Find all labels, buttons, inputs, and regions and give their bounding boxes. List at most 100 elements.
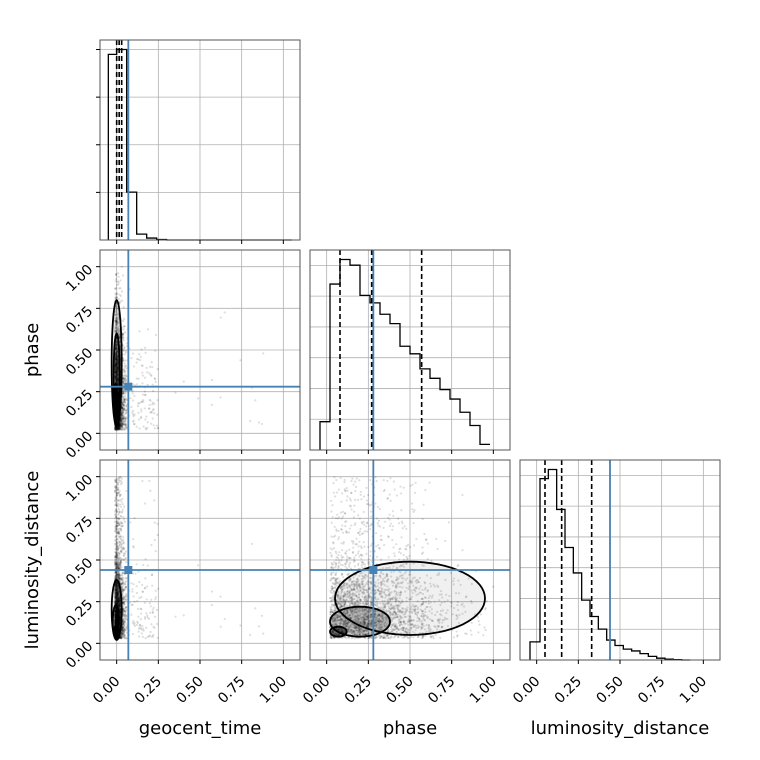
panel-phase-vs-geocent_time-point-231	[122, 417, 125, 420]
panel-phase-vs-geocent_time-point-1772	[116, 379, 119, 382]
panel-phase-vs-geocent_time-point-1309	[120, 415, 123, 419]
panel-luminosity_distance-vs-geocent_time-point-684	[143, 601, 146, 604]
panel-phase-vs-geocent_time-point-1158	[123, 378, 126, 381]
panel-luminosity_distance-vs-geocent_time-point-235	[114, 587, 117, 590]
panel-phase-vs-geocent_time-point-1400	[114, 375, 117, 378]
panel-luminosity_distance-vs-geocent_time-point-917	[121, 629, 124, 632]
panel-luminosity_distance-vs-geocent_time-point-1007	[123, 601, 126, 604]
panel-phase-vs-geocent_time-point-2529	[121, 406, 124, 409]
panel-phase-vs-geocent_time-point-1331	[114, 368, 117, 371]
panel-phase-vs-geocent_time-point-2143	[116, 349, 119, 352]
panel-luminosity_distance-vs-geocent_time-point-691	[116, 617, 119, 620]
panel-luminosity_distance-vs-geocent_time-point-496	[122, 635, 126, 638]
panel-luminosity_distance-vs-geocent_time-point-2229	[119, 563, 122, 567]
panel-luminosity_distance-vs-geocent_time-point-1220	[118, 604, 121, 608]
panel-phase-vs-geocent_time-point-2368	[121, 407, 124, 410]
panel-luminosity_distance-vs-geocent_time-point-2046	[116, 534, 119, 537]
panel-phase-vs-geocent_time-point-2366	[120, 419, 123, 422]
panel-luminosity_distance-vs-geocent_time-point-895	[117, 522, 120, 525]
panel-phase-vs-geocent_time-point-1172	[114, 320, 117, 323]
panel-luminosity_distance-vs-geocent_time-point-19	[129, 521, 132, 524]
panel-phase-vs-geocent_time-point-2479	[117, 330, 121, 333]
panel-luminosity_distance-vs-geocent_time-point-1108	[114, 478, 118, 482]
panel-phase-vs-geocent_time-point-2027	[119, 421, 122, 424]
panel-luminosity_distance-vs-geocent_time-point-131	[115, 624, 118, 627]
panel-phase-vs-geocent_time-point-116	[115, 319, 118, 323]
panel-luminosity_distance-vs-geocent_time-point-249	[174, 615, 177, 618]
panel-luminosity_distance-vs-geocent_time-point-399	[114, 551, 117, 555]
panel-phase-vs-geocent_time-point-261	[257, 421, 261, 424]
panel-luminosity_distance-vs-geocent_time-point-210	[114, 600, 117, 603]
panel-luminosity_distance-vs-geocent_time-point-213	[115, 586, 118, 589]
panel-luminosity_distance-vs-geocent_time-point-1121	[121, 589, 124, 592]
panel-luminosity_distance-vs-geocent_time-point-413	[115, 591, 118, 594]
panel-phase-vs-geocent_time-point-1870	[117, 426, 120, 429]
panel-phase-vs-geocent_time-point-1435	[121, 333, 124, 337]
panel-phase-vs-geocent_time-point-357	[123, 407, 126, 410]
panel-luminosity_distance-vs-geocent_time-point-1184	[148, 602, 151, 605]
panel-phase-vs-geocent_time-point-694	[121, 414, 124, 417]
panel-luminosity_distance-vs-geocent_time-point-581	[115, 622, 118, 625]
panel-luminosity_distance-vs-geocent_time-point-455	[114, 571, 117, 574]
panel-luminosity_distance-vs-geocent_time-point-883	[115, 596, 119, 599]
panel-phase-vs-geocent_time-point-334	[116, 353, 119, 356]
panel-luminosity_distance-vs-geocent_time-point-868	[114, 608, 117, 611]
panel-phase-vs-geocent_time-point-2430	[120, 413, 123, 416]
panel-luminosity_distance-vs-geocent_time-point-1063	[146, 585, 149, 588]
panel-phase-vs-geocent_time-point-248	[141, 374, 144, 377]
panel-phase-vs-geocent_time-point-494	[116, 356, 119, 359]
panel-phase-vs-geocent_time-point-46	[116, 366, 119, 369]
panel-phase-vs-geocent_time-point-200	[116, 373, 119, 376]
panel-phase-vs-geocent_time-point-2336	[115, 365, 118, 369]
panel-phase-vs-geocent_time-point-296	[118, 424, 121, 427]
panel-luminosity_distance-vs-geocent_time-point-1071	[122, 589, 126, 592]
panel-phase-vs-geocent_time-point-1856	[120, 422, 123, 425]
panel-luminosity_distance-vs-geocent_time-point-1417	[151, 635, 155, 638]
panel-phase-vs-geocent_time-point-2212	[121, 381, 125, 384]
panel-luminosity_distance-vs-geocent_time-point-674	[156, 522, 159, 525]
panel-phase-vs-geocent_time-point-1659	[114, 273, 118, 276]
panel-phase-vs-geocent_time-point-2477	[121, 394, 124, 397]
panel-luminosity_distance-vs-geocent_time-point-110	[118, 575, 121, 578]
panel-phase-vs-geocent_time-point-52	[117, 427, 120, 430]
panel-phase-vs-geocent_time-point-1417	[151, 409, 155, 412]
panel-luminosity_distance-vs-geocent_time-point-907	[121, 628, 124, 631]
panel-luminosity_distance-vs-geocent_time-point-951	[114, 601, 118, 604]
panel-luminosity_distance-vs-geocent_time-point-857	[116, 620, 119, 623]
panel-phase-vs-geocent_time-point-1916	[150, 411, 153, 414]
panel-luminosity_distance-vs-geocent_time-point-21	[114, 590, 117, 593]
panel-phase-vs-geocent_time-point-974	[122, 349, 125, 352]
panel-phase-vs-geocent_time-point-105	[139, 358, 142, 362]
panel-phase-vs-geocent_time-point-201	[120, 410, 123, 414]
panel-phase-vs-geocent_time-point-1491	[115, 319, 118, 322]
panel-phase-vs-geocent_time-point-226	[122, 382, 125, 385]
panel-luminosity_distance-vs-geocent_time-point-226	[122, 598, 125, 601]
panel-phase-vs-geocent_time-point-788	[118, 427, 121, 430]
panel-luminosity_distance-vs-geocent_time-point-788	[118, 608, 121, 611]
panel-luminosity_distance-vs-geocent_time-point-1000	[142, 563, 145, 567]
panel-phase-vs-geocent_time-point-1405	[116, 370, 119, 373]
panel-luminosity_distance-vs-geocent_time-point-1865	[118, 476, 121, 479]
panel-luminosity_distance-vs-geocent_time-point-1066	[124, 612, 127, 615]
panel-luminosity_distance-vs-geocent_time-point-8	[114, 620, 117, 624]
panel-phase-vs-geocent_time-point-948	[122, 403, 126, 407]
panel-phase-vs-geocent_time-point-394	[115, 362, 118, 365]
panel-luminosity_distance-vs-geocent_time-point-2294	[119, 503, 122, 506]
panel-phase-vs-geocent_time-point-1693	[120, 407, 123, 410]
panel-phase-vs-geocent_time-point-1664	[123, 362, 126, 365]
panel-luminosity_distance-vs-geocent_time-point-628	[124, 550, 128, 553]
panel-luminosity_distance-vs-geocent_time-point-1144	[117, 603, 120, 606]
panel-phase-vs-geocent_time-point-2213	[115, 427, 118, 431]
panel-luminosity_distance-vs-geocent_time-point-497	[114, 499, 117, 502]
panel-phase-vs-geocent_time-point-135	[114, 366, 118, 369]
panel-luminosity_distance-vs-geocent_time-point-660	[120, 578, 123, 581]
panel-phase-vs-geocent_time-point-1001	[122, 405, 125, 408]
panel-phase-vs-geocent_time-point-2096	[116, 347, 119, 350]
panel-luminosity_distance-vs-geocent_time-point-916	[121, 542, 124, 545]
panel-phase-vs-geocent_time-point-2013	[116, 360, 119, 363]
panel-luminosity_distance-vs-geocent_time-point-570	[118, 609, 122, 612]
panel-phase-vs-geocent_time-point-381	[115, 320, 118, 323]
panel-phase-vs-geocent_time-point-1005	[115, 375, 118, 378]
panel-luminosity_distance-vs-geocent_time-point-799	[115, 619, 118, 622]
panel-phase-vs-geocent_time-point-1676	[116, 378, 119, 381]
